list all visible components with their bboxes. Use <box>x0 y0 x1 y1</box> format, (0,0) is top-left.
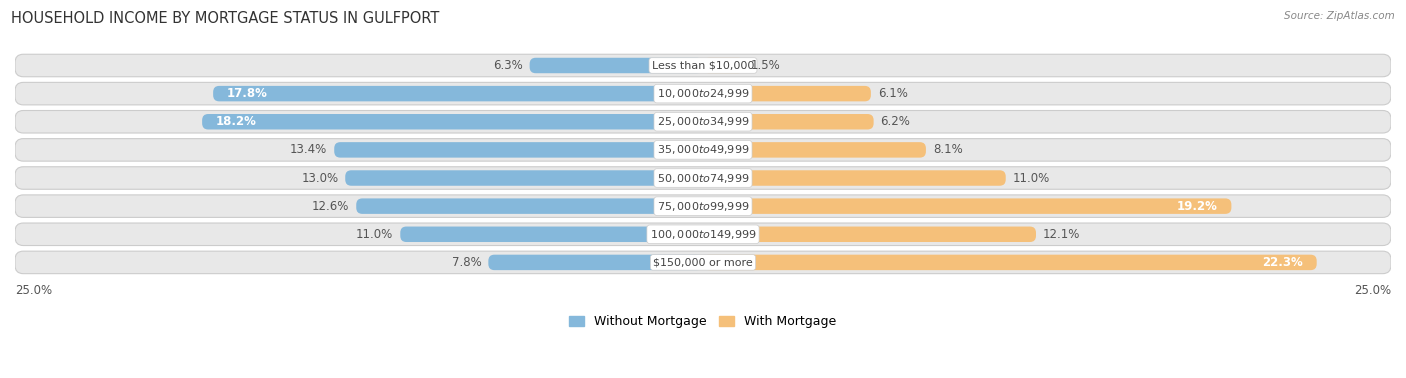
Text: 11.0%: 11.0% <box>356 228 394 241</box>
FancyBboxPatch shape <box>703 114 873 130</box>
FancyBboxPatch shape <box>15 195 1391 217</box>
FancyBboxPatch shape <box>703 255 1316 270</box>
Text: 13.4%: 13.4% <box>290 143 328 156</box>
FancyBboxPatch shape <box>15 139 1391 161</box>
FancyBboxPatch shape <box>15 54 1391 77</box>
Text: 13.0%: 13.0% <box>301 172 339 184</box>
FancyBboxPatch shape <box>335 142 703 158</box>
Text: 12.6%: 12.6% <box>312 200 349 213</box>
Text: 22.3%: 22.3% <box>1263 256 1303 269</box>
Text: 19.2%: 19.2% <box>1177 200 1218 213</box>
FancyBboxPatch shape <box>703 170 1005 186</box>
Text: 7.8%: 7.8% <box>451 256 481 269</box>
FancyBboxPatch shape <box>202 114 703 130</box>
FancyBboxPatch shape <box>703 58 744 73</box>
Text: 25.0%: 25.0% <box>1354 284 1391 297</box>
Text: HOUSEHOLD INCOME BY MORTGAGE STATUS IN GULFPORT: HOUSEHOLD INCOME BY MORTGAGE STATUS IN G… <box>11 11 440 26</box>
FancyBboxPatch shape <box>703 142 927 158</box>
Text: $75,000 to $99,999: $75,000 to $99,999 <box>657 200 749 213</box>
Text: $150,000 or more: $150,000 or more <box>654 257 752 267</box>
Text: $35,000 to $49,999: $35,000 to $49,999 <box>657 143 749 156</box>
Text: 8.1%: 8.1% <box>932 143 963 156</box>
Text: $50,000 to $74,999: $50,000 to $74,999 <box>657 172 749 184</box>
FancyBboxPatch shape <box>15 82 1391 105</box>
FancyBboxPatch shape <box>530 58 703 73</box>
Text: 1.5%: 1.5% <box>751 59 780 72</box>
Text: 18.2%: 18.2% <box>217 115 257 128</box>
FancyBboxPatch shape <box>401 226 703 242</box>
FancyBboxPatch shape <box>488 255 703 270</box>
FancyBboxPatch shape <box>703 86 870 101</box>
Text: 6.3%: 6.3% <box>494 59 523 72</box>
Text: 25.0%: 25.0% <box>15 284 52 297</box>
Text: 6.2%: 6.2% <box>880 115 910 128</box>
FancyBboxPatch shape <box>356 198 703 214</box>
Text: $100,000 to $149,999: $100,000 to $149,999 <box>650 228 756 241</box>
FancyBboxPatch shape <box>15 110 1391 133</box>
FancyBboxPatch shape <box>703 226 1036 242</box>
FancyBboxPatch shape <box>15 167 1391 189</box>
FancyBboxPatch shape <box>15 223 1391 246</box>
Legend: Without Mortgage, With Mortgage: Without Mortgage, With Mortgage <box>564 310 842 333</box>
FancyBboxPatch shape <box>214 86 703 101</box>
Text: 6.1%: 6.1% <box>877 87 908 100</box>
Text: 17.8%: 17.8% <box>226 87 267 100</box>
Text: 12.1%: 12.1% <box>1043 228 1080 241</box>
FancyBboxPatch shape <box>346 170 703 186</box>
Text: $25,000 to $34,999: $25,000 to $34,999 <box>657 115 749 128</box>
Text: Source: ZipAtlas.com: Source: ZipAtlas.com <box>1284 11 1395 21</box>
FancyBboxPatch shape <box>15 251 1391 274</box>
Text: $10,000 to $24,999: $10,000 to $24,999 <box>657 87 749 100</box>
FancyBboxPatch shape <box>703 198 1232 214</box>
Text: 11.0%: 11.0% <box>1012 172 1050 184</box>
Text: Less than $10,000: Less than $10,000 <box>652 60 754 70</box>
